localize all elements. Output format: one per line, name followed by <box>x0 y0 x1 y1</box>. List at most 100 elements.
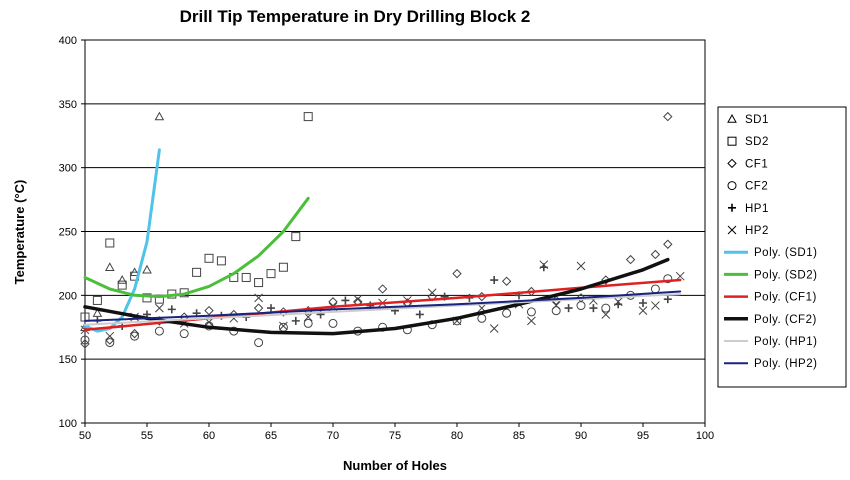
data-point-cf2 <box>154 326 164 336</box>
legend-label-hp1: HP1 <box>745 203 769 215</box>
data-point-hp1 <box>490 276 499 285</box>
legend-marker-hp2 <box>727 225 737 235</box>
y-tick-label: 100 <box>59 418 77 430</box>
data-point-cf1 <box>253 303 264 313</box>
legend-label-poly-cf1: Poly. (CF1) <box>754 292 817 304</box>
y-tick-label: 300 <box>59 163 77 175</box>
line-layer <box>83 148 682 336</box>
data-point-cf2 <box>663 274 673 284</box>
data-point-cf1 <box>80 339 90 349</box>
legend-label-hp2: HP2 <box>745 225 769 237</box>
trendline-poly-cf2 <box>83 257 670 336</box>
trendline-poly-hp1 <box>84 293 682 326</box>
x-tick-label: 50 <box>79 430 91 442</box>
data-point-hp2 <box>638 306 648 316</box>
data-point-sd2 <box>204 253 214 263</box>
legend-label-cf1: CF1 <box>745 158 768 170</box>
data-point-sd1 <box>154 111 165 121</box>
chart-title: Drill Tip Temperature in Dry Drilling Bl… <box>180 7 531 26</box>
data-point-hp2 <box>303 312 313 322</box>
data-point-hp1 <box>564 304 573 313</box>
data-point-hp1 <box>341 296 350 305</box>
data-point-cf2 <box>105 338 115 348</box>
data-point-sd2 <box>241 272 251 282</box>
data-point-cf2 <box>328 318 338 328</box>
x-tick-label: 60 <box>203 430 215 442</box>
legend-entries: SD1 SD2 CF1 CF2 HP1 HP2 Poly. (SD1) Poly. (SD2)… <box>724 113 817 370</box>
data-point-cf2 <box>179 329 189 339</box>
data-point-cf1 <box>663 239 673 249</box>
x-axis-label: Number of Holes <box>343 458 447 473</box>
x-tick-label: 90 <box>575 430 587 442</box>
data-point-hp1 <box>167 305 176 314</box>
data-point-cf1 <box>650 249 661 260</box>
data-point-sd1 <box>104 262 115 271</box>
data-point-hp2 <box>675 271 685 281</box>
data-point-sd2 <box>254 278 264 288</box>
data-point-hp1 <box>589 304 598 313</box>
data-point-cf1 <box>204 305 214 316</box>
y-tick-label: 150 <box>59 354 77 366</box>
data-point-hp2 <box>155 303 164 313</box>
legend-marker-cf2 <box>727 181 737 191</box>
data-point-sd2 <box>266 269 276 279</box>
data-point-hp2 <box>551 301 561 310</box>
legend-marker-sd1 <box>727 113 737 123</box>
trendline-poly-sd2 <box>83 196 310 299</box>
trendline-poly-sd1 <box>83 148 161 333</box>
data-point-hp1 <box>267 304 275 313</box>
data-point-hp2 <box>576 261 586 271</box>
legend-marker-sd2 <box>727 136 737 146</box>
x-tick-label: 85 <box>513 430 525 442</box>
data-point-hp2 <box>527 316 536 326</box>
legend-marker-cf1 <box>727 158 737 169</box>
data-point-hp2 <box>489 324 499 333</box>
data-point-sd1 <box>92 308 103 317</box>
data-point-cf2 <box>254 338 264 348</box>
data-point-cf1 <box>526 286 537 297</box>
data-point-hp2 <box>254 293 263 303</box>
data-point-hp2 <box>539 260 549 270</box>
legend-label-poly-hp1: Poly. (HP1) <box>754 336 817 348</box>
data-point-cf1 <box>452 268 462 279</box>
data-point-hp1 <box>663 295 672 304</box>
data-point-cf2 <box>80 335 90 345</box>
data-point-sd2 <box>303 112 313 122</box>
data-point-hp2 <box>105 331 115 341</box>
data-point-cf2 <box>576 301 586 311</box>
data-point-hp1 <box>639 298 647 307</box>
data-point-hp2 <box>613 297 623 307</box>
data-point-cf2 <box>551 306 561 316</box>
data-point-sd2 <box>142 293 152 303</box>
y-tick-label: 350 <box>59 99 77 111</box>
x-tick-label: 80 <box>451 430 463 442</box>
data-point-cf1 <box>663 111 673 122</box>
legend-label-cf2: CF2 <box>745 181 768 193</box>
data-point-cf2 <box>526 307 536 317</box>
data-point-cf2 <box>130 331 140 341</box>
data-point-cf1 <box>377 284 388 294</box>
x-tick-label: 70 <box>327 430 339 442</box>
x-tick-label: 75 <box>389 430 401 442</box>
data-point-sd2 <box>291 232 301 242</box>
data-point-sd1 <box>117 274 128 284</box>
data-point-hp2 <box>353 294 363 304</box>
data-point-cf1 <box>625 254 636 265</box>
tick-layer: 100 150 200 250 300 350 400 50 55 60 65 70 75 80 85 90 9… <box>59 35 715 442</box>
y-tick-label: 200 <box>59 290 77 302</box>
data-point-cf1 <box>129 328 140 339</box>
data-point-hp1 <box>291 316 300 325</box>
data-point-hp2 <box>651 301 660 310</box>
data-point-hp2 <box>427 288 437 298</box>
data-point-cf2 <box>502 308 512 318</box>
legend-label-poly-sd2: Poly. (SD2) <box>754 269 817 281</box>
x-tick-label: 95 <box>637 430 649 442</box>
legend-label-sd2: SD2 <box>745 136 769 148</box>
data-point-sd2 <box>105 238 115 248</box>
legend-label-sd1: SD1 <box>745 114 769 126</box>
legend-marker-hp1 <box>728 203 736 212</box>
data-point-hp2 <box>279 321 288 331</box>
data-point-cf1 <box>501 276 512 286</box>
